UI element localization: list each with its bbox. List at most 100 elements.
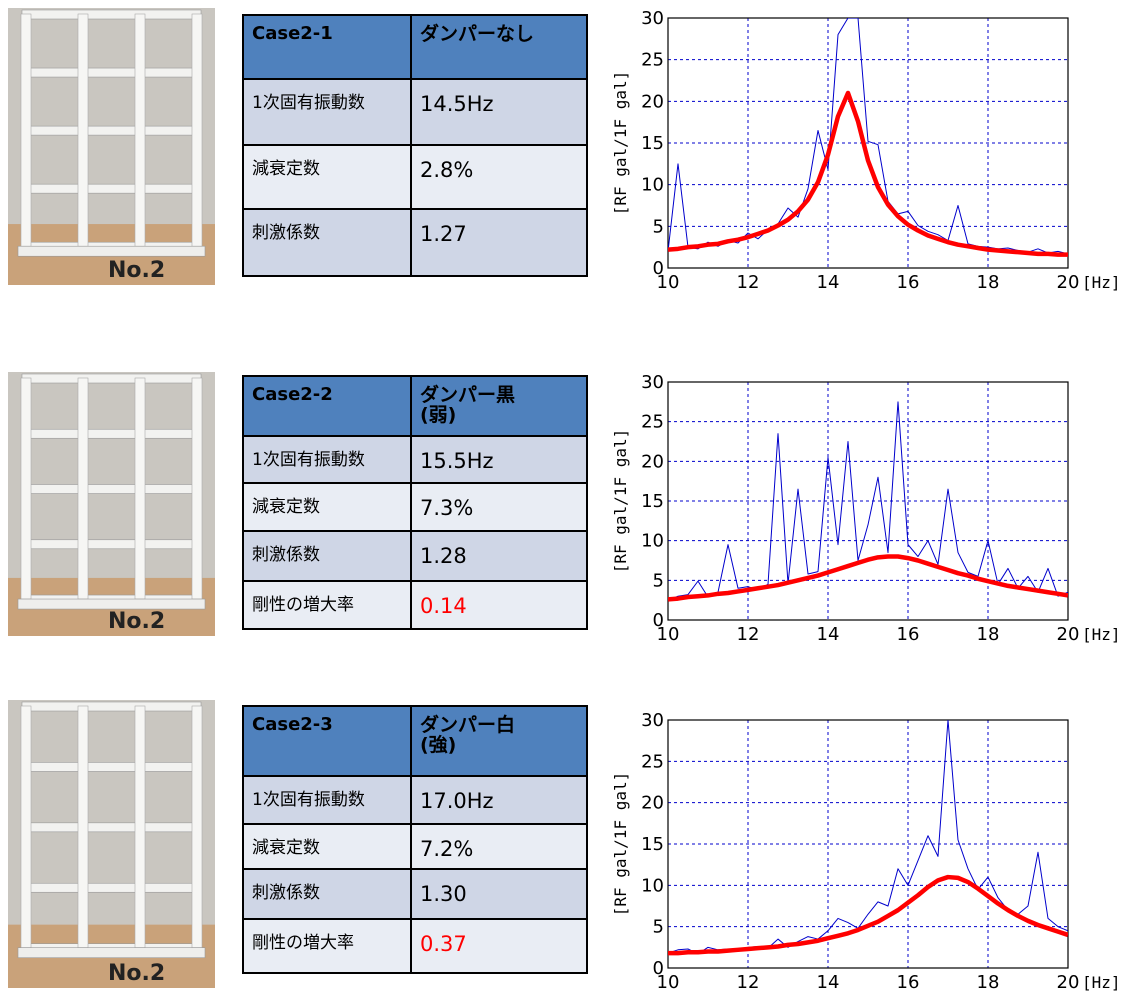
model-base <box>18 948 205 958</box>
model-column <box>192 706 202 948</box>
y-tick-label: 30 <box>641 8 664 29</box>
y-tick-label: 0 <box>653 958 664 979</box>
y-tick-label: 25 <box>641 50 664 71</box>
y-tick-label: 30 <box>641 372 664 393</box>
value-cell: 7.2% <box>411 824 587 869</box>
series-line <box>668 720 1068 954</box>
y-axis-label: [RF gal/1F gal] <box>611 71 630 216</box>
photo: No.2 <box>8 372 215 636</box>
photo: No.2 <box>8 700 215 988</box>
y-tick-label: 20 <box>641 451 664 472</box>
y-tick-label: 20 <box>641 793 664 814</box>
x-tick-label: 20 <box>1057 272 1080 293</box>
x-tick-label: 20 <box>1057 972 1080 993</box>
x-tick-label: 18 <box>977 972 1000 993</box>
value-cell: 15.5Hz <box>411 436 587 483</box>
photo-label: No.2 <box>108 258 165 283</box>
photo-label: No.2 <box>108 961 165 986</box>
value-cell: 7.3% <box>411 483 587 531</box>
label-cell: 刺激係数 <box>243 209 411 276</box>
x-unit-label: [Hz] <box>1082 273 1121 292</box>
model-floor <box>22 184 201 193</box>
model-floor <box>22 374 201 383</box>
y-tick-label: 15 <box>641 834 664 855</box>
y-tick-label: 20 <box>641 91 664 112</box>
label-cell: 剛性の増大率 <box>243 581 411 629</box>
model-column <box>78 706 88 948</box>
header-cell: ダンパー白 (強) <box>411 706 587 776</box>
model-column <box>135 14 145 246</box>
y-tick-label: 0 <box>653 258 664 279</box>
photo-label: No.2 <box>108 609 165 634</box>
x-unit-label: [Hz] <box>1082 625 1121 644</box>
model-floor <box>22 762 201 771</box>
model-column <box>192 378 202 599</box>
x-tick-label: 12 <box>737 972 760 993</box>
x-tick-label: 16 <box>897 972 920 993</box>
series-line <box>668 18 1068 254</box>
model-floor <box>22 429 201 438</box>
model-floor <box>22 702 201 711</box>
table-header-row: Case2-1ダンパーなし <box>243 15 587 79</box>
model-column <box>135 378 145 599</box>
x-tick-label: 18 <box>977 272 1000 293</box>
y-tick-label: 25 <box>641 412 664 433</box>
label-cell: 1次固有振動数 <box>243 79 411 145</box>
header-cell: Case2-3 <box>243 706 411 776</box>
header-cell: ダンパー黒 (弱) <box>411 376 587 436</box>
value-cell: 1.27 <box>411 209 587 276</box>
label-cell: 減衰定数 <box>243 145 411 209</box>
x-tick-label: 20 <box>1057 624 1080 645</box>
x-tick-label: 14 <box>817 624 840 645</box>
model-base <box>18 246 205 256</box>
model-floor <box>22 68 201 77</box>
model-column <box>21 14 31 246</box>
series-line <box>668 93 1068 255</box>
model-column <box>192 14 202 246</box>
y-tick-label: 30 <box>641 710 664 731</box>
model-column <box>21 706 31 948</box>
y-tick-label: 10 <box>641 875 664 896</box>
chart: 101214161820051015202530[Hz][RF gal/1F g… <box>600 702 1132 996</box>
spec-table: Case2-1ダンパーなし1次固有振動数14.5Hz減衰定数2.8%刺激係数1.… <box>242 14 588 277</box>
x-tick-label: 16 <box>897 624 920 645</box>
label-cell: 1次固有振動数 <box>243 776 411 824</box>
label-cell: 刺激係数 <box>243 531 411 581</box>
y-tick-label: 5 <box>653 570 664 591</box>
model-floor <box>22 823 201 832</box>
value-cell: 0.37 <box>411 919 587 973</box>
y-tick-label: 0 <box>653 610 664 631</box>
y-axis-label: [RF gal/1F gal] <box>611 772 630 917</box>
label-cell: 減衰定数 <box>243 483 411 531</box>
y-tick-label: 25 <box>641 751 664 772</box>
label-cell: 刺激係数 <box>243 869 411 919</box>
model-column <box>135 706 145 948</box>
y-tick-label: 5 <box>653 917 664 938</box>
label-cell: 剛性の増大率 <box>243 919 411 973</box>
x-unit-label: [Hz] <box>1082 973 1121 992</box>
model-floor <box>22 883 201 892</box>
model-column <box>78 14 88 246</box>
header-cell: Case2-1 <box>243 15 411 79</box>
model-base <box>18 599 205 609</box>
header-cell: Case2-2 <box>243 376 411 436</box>
x-tick-label: 16 <box>897 272 920 293</box>
value-cell: 1.30 <box>411 869 587 919</box>
model-column <box>78 378 88 599</box>
label-cell: 減衰定数 <box>243 824 411 869</box>
model-floor <box>22 540 201 549</box>
header-cell: ダンパーなし <box>411 15 587 79</box>
